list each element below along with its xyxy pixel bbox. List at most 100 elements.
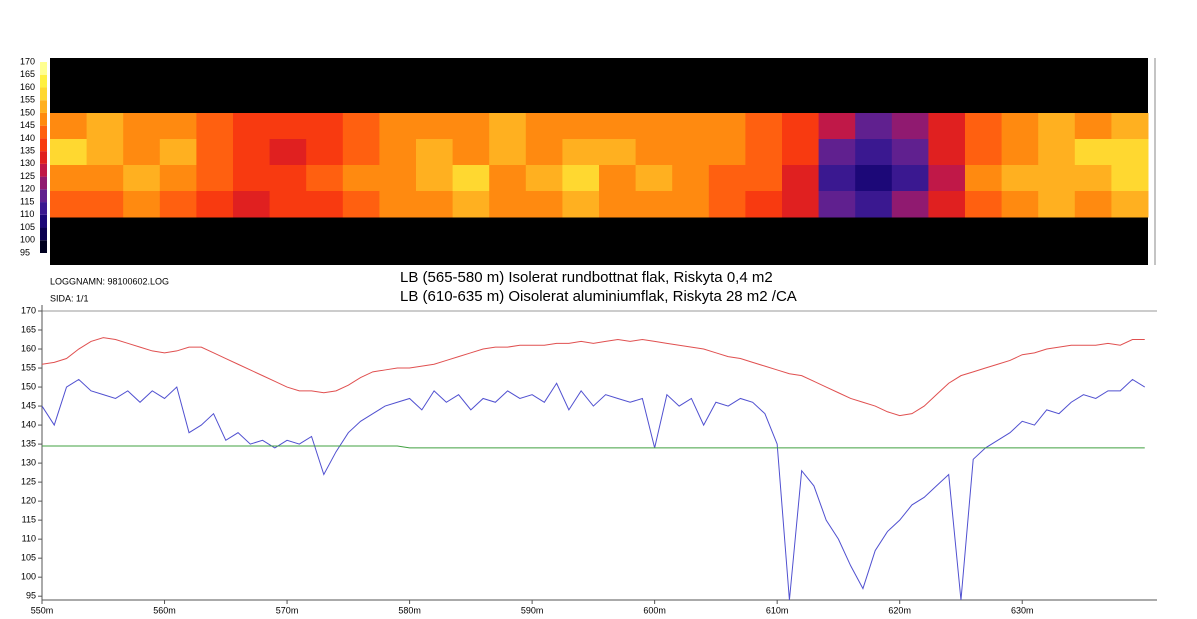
y-tick-label: 155 bbox=[21, 362, 36, 372]
colorbar-segment bbox=[40, 138, 47, 152]
colorbar-segment bbox=[40, 227, 47, 241]
colorbar-tick-label: 95 bbox=[20, 247, 30, 257]
heatmap-cell bbox=[928, 139, 966, 166]
heatmap-cell bbox=[233, 139, 271, 166]
page-number: SIDA: 1/1 bbox=[50, 293, 89, 303]
heatmap-cell bbox=[196, 139, 234, 166]
heatmap-cell bbox=[452, 113, 490, 140]
heatmap-cell bbox=[599, 139, 637, 166]
heatmap-cell bbox=[599, 165, 637, 192]
heatmap-cell bbox=[50, 113, 88, 140]
y-tick-label: 140 bbox=[21, 419, 36, 429]
heatmap-cell bbox=[306, 191, 344, 218]
colorbar-tick-label: 170 bbox=[20, 56, 35, 66]
heatmap-cell bbox=[525, 191, 563, 218]
heatmap-cell bbox=[379, 113, 417, 140]
y-tick-label: 110 bbox=[22, 534, 36, 544]
heatmap-cell bbox=[672, 191, 710, 218]
heatmap-cell bbox=[269, 139, 307, 166]
heatmap-cell bbox=[86, 165, 124, 192]
heatmap-cell bbox=[489, 165, 527, 192]
heatmap-cell bbox=[1074, 165, 1112, 192]
colorbar-segment bbox=[40, 100, 47, 113]
heatmap-cell bbox=[1111, 165, 1149, 192]
heatmap-cell bbox=[672, 165, 710, 192]
x-tick-label: 590m bbox=[521, 605, 544, 615]
heatmap-cell bbox=[672, 139, 710, 166]
y-tick-label: 120 bbox=[21, 496, 36, 506]
heatmap-cell bbox=[379, 165, 417, 192]
heatmap-cell bbox=[1001, 165, 1039, 192]
heatmap bbox=[50, 113, 1149, 218]
colorbar-tick-label: 140 bbox=[20, 133, 35, 143]
heatmap-cell bbox=[1111, 113, 1149, 140]
heatmap-cell bbox=[635, 139, 673, 166]
colorbar-tick-label: 155 bbox=[20, 95, 35, 105]
x-tick-label: 550m bbox=[31, 605, 54, 615]
log-name: LOGGNAMN: 98100602.LOG bbox=[50, 276, 169, 286]
annotation: LB (565-580 m) Isolerat rundbottnat flak… bbox=[400, 269, 773, 286]
heatmap-cell bbox=[269, 165, 307, 192]
y-tick-label: 125 bbox=[21, 476, 36, 486]
series-line bbox=[42, 378, 1146, 601]
heatmap-cell bbox=[965, 113, 1003, 140]
heatmap-cell bbox=[123, 191, 161, 218]
heatmap-cell bbox=[342, 139, 380, 166]
colorbar-segment bbox=[40, 176, 47, 190]
heatmap-cell bbox=[233, 165, 271, 192]
heatmap-cell bbox=[562, 139, 600, 166]
x-tick-label: 560m bbox=[153, 605, 176, 615]
series-line bbox=[42, 337, 1145, 417]
heatmap-cell bbox=[50, 191, 88, 218]
heatmap-cell bbox=[489, 113, 527, 140]
colorbar-segment bbox=[40, 125, 47, 139]
heatmap-cell bbox=[928, 165, 966, 192]
heatmap-cell bbox=[1001, 113, 1039, 140]
heatmap-cell bbox=[379, 139, 417, 166]
heatmap-cell bbox=[342, 191, 380, 218]
heatmap-cell bbox=[855, 113, 893, 140]
heatmap-cell bbox=[599, 113, 637, 140]
y-tick-label: 135 bbox=[21, 438, 36, 448]
heatmap-cell bbox=[159, 139, 197, 166]
x-tick-label: 580m bbox=[398, 605, 421, 615]
heatmap-cell bbox=[1074, 113, 1112, 140]
heatmap-cell bbox=[416, 113, 454, 140]
heatmap-cell bbox=[708, 139, 746, 166]
colorbar-segment bbox=[40, 189, 47, 203]
colorbar-segment bbox=[40, 240, 47, 253]
heatmap-cell bbox=[818, 113, 856, 140]
colorbar-segment bbox=[40, 87, 47, 101]
heatmap-cell bbox=[708, 113, 746, 140]
colorbar-tick-label: 165 bbox=[20, 69, 35, 79]
heatmap-cell bbox=[635, 113, 673, 140]
heatmap-cell bbox=[599, 191, 637, 218]
heatmap-cell bbox=[416, 191, 454, 218]
y-tick-label: 95 bbox=[26, 591, 36, 601]
heatmap-cell bbox=[782, 139, 820, 166]
colorbar-segment bbox=[40, 112, 47, 126]
heatmap-cell bbox=[1038, 191, 1076, 218]
heatmap-cell bbox=[1001, 139, 1039, 166]
heatmap-cell bbox=[159, 191, 197, 218]
colorbar-tick-label: 120 bbox=[20, 184, 35, 194]
y-tick-label: 160 bbox=[21, 343, 36, 353]
colorbar-segment bbox=[40, 151, 47, 164]
heatmap-cell bbox=[1111, 191, 1149, 218]
heatmap-cell bbox=[708, 165, 746, 192]
heatmap-cell bbox=[489, 139, 527, 166]
colorbar-segment bbox=[40, 62, 47, 75]
colorbar-tick-label: 125 bbox=[20, 171, 35, 181]
heatmap-cell bbox=[86, 191, 124, 218]
heatmap-cell bbox=[855, 165, 893, 192]
heatmap-cell bbox=[50, 139, 88, 166]
plot-area bbox=[42, 337, 1146, 601]
heatmap-cell bbox=[1111, 139, 1149, 166]
heatmap-cell bbox=[562, 113, 600, 140]
heatmap-cell bbox=[635, 191, 673, 218]
colorbar: 170 165 160 155 150 145 140 135 130 125 120 115 110 1… bbox=[20, 56, 47, 257]
heatmap-cell bbox=[708, 191, 746, 218]
heatmap-cell bbox=[342, 165, 380, 192]
heatmap-cell bbox=[525, 139, 563, 166]
heatmap-cell bbox=[416, 139, 454, 166]
